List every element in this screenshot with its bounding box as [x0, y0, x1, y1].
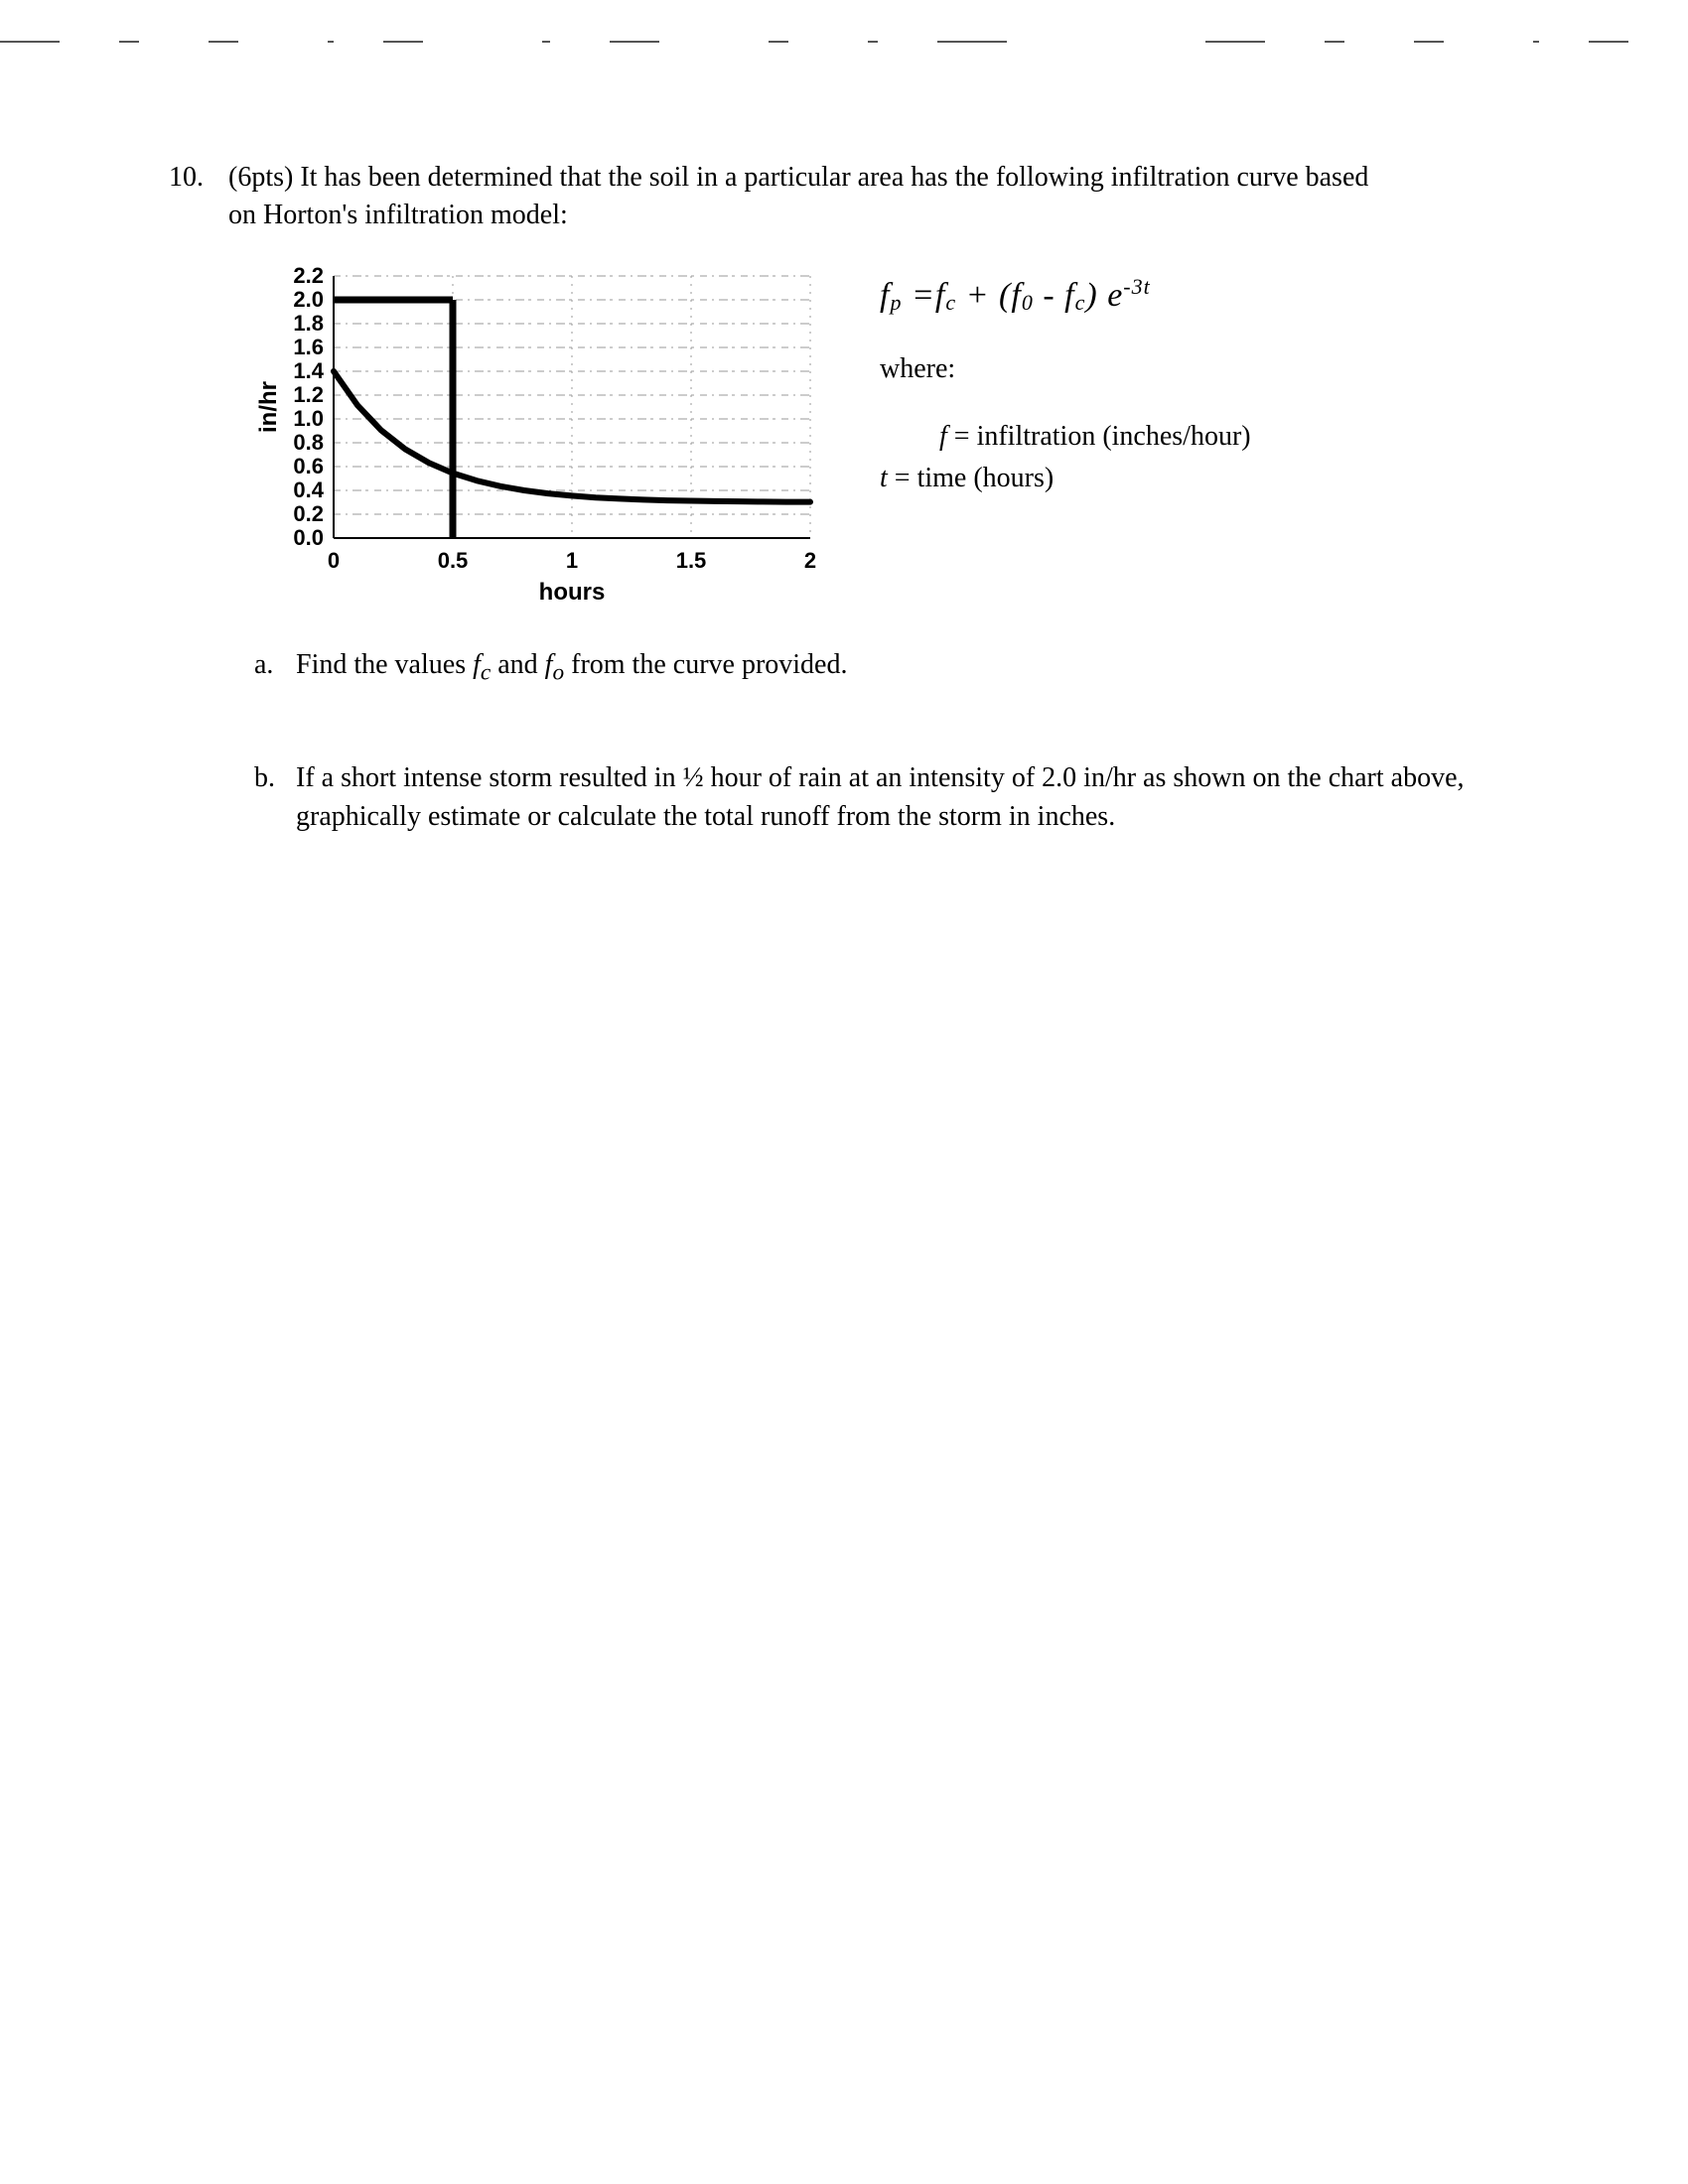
svg-text:in/hr: in/hr — [255, 381, 282, 433]
svg-text:0: 0 — [328, 548, 340, 573]
svg-text:1.0: 1.0 — [293, 406, 324, 431]
question-parts: a. Find the values fc and fo from the cu… — [254, 645, 1505, 906]
definition-f: f = infiltration (inches/hour) — [939, 416, 1251, 458]
question-line2: on Horton's infiltration model: — [228, 197, 1539, 234]
part-a-text: Find the values fc and fo from the curve… — [296, 645, 1505, 689]
svg-text:1.6: 1.6 — [293, 335, 324, 359]
svg-text:1.4: 1.4 — [293, 358, 324, 383]
part-b: b. If a short intense storm resulted in … — [254, 758, 1505, 836]
svg-text:0.8: 0.8 — [293, 430, 324, 455]
question-block: 10. (6pts) It has been determined that t… — [169, 159, 1539, 234]
question-line1: (6pts) It has been determined that the s… — [228, 159, 1539, 197]
part-b-text: If a short intense storm resulted in ½ h… — [296, 758, 1505, 836]
part-a: a. Find the values fc and fo from the cu… — [254, 645, 1505, 689]
definitions: f = infiltration (inches/hour) t = time … — [939, 416, 1251, 499]
svg-text:1.2: 1.2 — [293, 382, 324, 407]
svg-text:0.5: 0.5 — [438, 548, 469, 573]
scan-artifact-top — [0, 32, 1688, 38]
svg-text:0.4: 0.4 — [293, 478, 324, 502]
where-label: where: — [880, 348, 1251, 390]
svg-text:1.8: 1.8 — [293, 311, 324, 336]
part-b-label: b. — [254, 758, 296, 836]
svg-text:0.0: 0.0 — [293, 525, 324, 550]
definition-t: t = time (hours) — [880, 458, 1251, 499]
svg-text:2.2: 2.2 — [293, 266, 324, 288]
svg-text:0.6: 0.6 — [293, 454, 324, 478]
question-number: 10. — [169, 159, 228, 197]
svg-text:0.2: 0.2 — [293, 501, 324, 526]
svg-text:1: 1 — [566, 548, 578, 573]
part-a-label: a. — [254, 645, 296, 689]
figure-row: 0.00.20.40.60.81.01.21.41.61.82.02.2 0 0.5… — [254, 266, 1505, 623]
svg-text:1.5: 1.5 — [676, 548, 707, 573]
page-root: 10. (6pts) It has been determined that t… — [0, 0, 1688, 2184]
equation-column: fp =fc + (f0 - fc) e-3t where: f = infil… — [880, 266, 1251, 499]
infiltration-chart: 0.00.20.40.60.81.01.21.41.61.82.02.2 0 0.5… — [254, 266, 840, 623]
horton-equation: fp =fc + (f0 - fc) e-3t — [880, 270, 1251, 321]
svg-text:2: 2 — [804, 548, 816, 573]
chart-container: 0.00.20.40.60.81.01.21.41.61.82.02.2 0 0.5… — [254, 266, 840, 623]
svg-text:hours: hours — [539, 579, 606, 606]
svg-text:2.0: 2.0 — [293, 287, 324, 312]
